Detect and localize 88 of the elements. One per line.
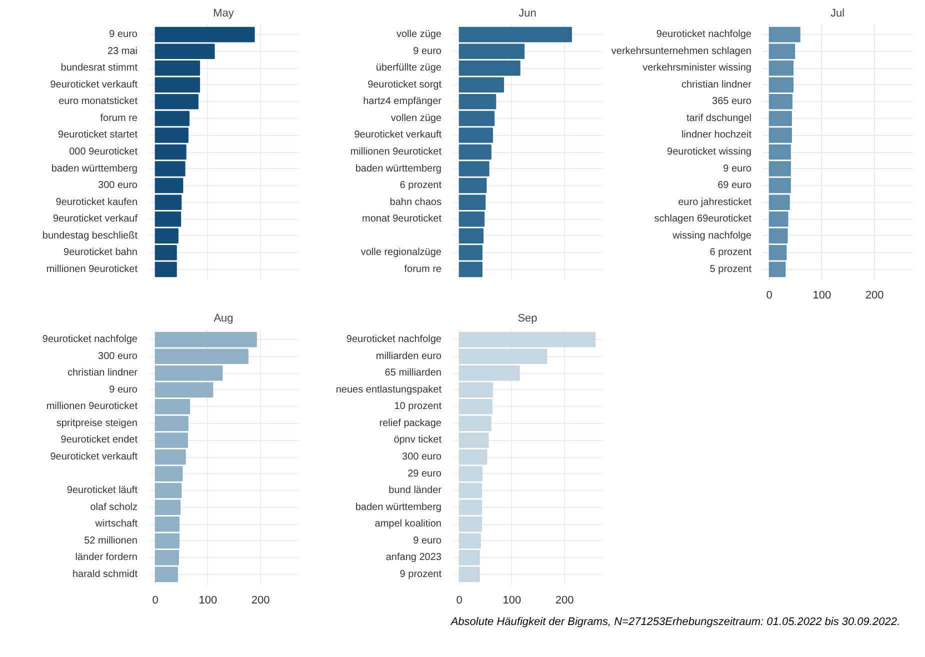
y-tick-label: schlagen 69euroticket xyxy=(654,214,752,225)
y-tick-label: 9euroticket nachfolge xyxy=(346,334,442,346)
y-tick-label: volle züge xyxy=(396,29,442,40)
y-tick-label: 9euroticket verkauf xyxy=(53,214,138,225)
y-tick-label: 300 euro xyxy=(98,350,138,362)
y-tick-label: 9 prozent xyxy=(400,568,442,580)
y-tick-label: baden württemberg xyxy=(51,163,138,174)
y-tick-label: millionen 9euroticket xyxy=(350,146,442,158)
y-tick-label: 9euroticket nachfolge xyxy=(656,29,752,40)
y-tick-label: 9euroticket verkauft xyxy=(50,452,138,462)
y-tick-label: lindner hochzeit xyxy=(681,130,752,141)
y-tick-label: 9 euro xyxy=(413,46,442,57)
y-tick-label: 65 milliarden xyxy=(384,368,442,379)
x-tick-label: 100 xyxy=(198,594,218,606)
y-tick-label: 5 prozent xyxy=(710,264,752,275)
y-tick-label: 9euroticket endet xyxy=(60,434,138,446)
y-tick-label: bund länder xyxy=(388,485,442,496)
y-tick-label: ampel koalition xyxy=(374,518,442,530)
y-tick-label: 9euroticket bahn xyxy=(64,247,138,258)
y-tick-label: 29 euro xyxy=(408,468,442,480)
y-tick-label: christian lindner xyxy=(681,79,752,90)
y-tick-label: 300 euro xyxy=(402,452,442,462)
y-tick-label: millionen 9euroticket xyxy=(46,401,138,412)
y-tick-label: 9euroticket kaufen xyxy=(56,196,138,208)
y-tick-label: wissing nachfolge xyxy=(672,230,752,242)
y-tick-label: bundesrat stimmt xyxy=(60,62,138,74)
y-tick-label: neues entlastungspaket xyxy=(336,384,442,396)
y-tick-label: bahn chaos xyxy=(390,196,442,208)
y-tick-label: olaf scholz xyxy=(90,502,138,513)
y-tick-label: monat 9euroticket xyxy=(362,214,442,225)
y-tick-label: volle regionalzüge xyxy=(360,247,442,258)
y-tick-label: länder fordern xyxy=(75,552,138,564)
y-tick-label: 69 euro xyxy=(718,180,752,192)
y-tick-label: überfüllte züge xyxy=(376,62,442,74)
y-tick-label: 9euroticket startet xyxy=(58,130,138,141)
x-tick-label: 200 xyxy=(555,594,574,606)
text: Absolute Häufigkeit der Bigrams, N=271253Erhebungszeitraum: 01.05.2022 bis 30.09.2022. xyxy=(450,615,900,630)
chart-title: May xyxy=(213,8,234,20)
y-tick-label: 300 euro xyxy=(98,180,138,192)
y-tick-label: euro jahresticket xyxy=(678,196,752,208)
y-tick-label: 9euroticket verkauft xyxy=(50,79,138,90)
x-tick-label: 0 xyxy=(456,594,462,606)
y-tick-label: spritpreise steigen xyxy=(56,418,138,429)
x-tick-label: 200 xyxy=(251,594,270,606)
y-tick-label: euro monatsticket xyxy=(58,96,138,108)
y-tick-label: christian lindner xyxy=(67,368,138,379)
y-tick-label: 6 prozent xyxy=(710,247,752,258)
y-tick-label: forum re xyxy=(100,112,138,124)
y-tick-label: vollen züge xyxy=(390,112,442,124)
y-tick-label: 365 euro xyxy=(712,96,752,108)
y-tick-label: 6 prozent xyxy=(400,180,442,192)
y-tick-label: bundestag beschließt xyxy=(42,230,138,242)
y-tick-label: öpnv ticket xyxy=(394,434,442,446)
y-tick-label: verkehrsminister wissing xyxy=(642,62,752,74)
y-tick-label: 9 euro xyxy=(413,535,442,546)
x-tick-label: 200 xyxy=(865,290,884,302)
y-tick-label: harald schmidt xyxy=(72,568,138,580)
y-tick-label: relief package xyxy=(379,418,442,429)
y-tick-label: verkehrsunternehmen schlagen xyxy=(611,46,752,57)
x-tick-label: 100 xyxy=(502,594,522,606)
y-tick-label: 9euroticket wissing xyxy=(667,146,752,158)
chart-title: Aug xyxy=(214,312,234,324)
x-tick-label: 0 xyxy=(766,290,772,302)
y-tick-label: forum re xyxy=(404,264,442,275)
y-tick-label: baden württemberg xyxy=(355,163,442,174)
y-tick-label: milliarden euro xyxy=(376,350,442,362)
y-tick-label: 9euroticket sorgt xyxy=(368,79,442,90)
y-tick-label: 23 mai xyxy=(107,46,138,57)
y-tick-label: 9 euro xyxy=(109,29,138,40)
y-tick-label: tarif dschungel xyxy=(686,112,752,124)
y-tick-label: 000 9euroticket xyxy=(69,146,138,158)
y-tick-label: hartz4 empfänger xyxy=(363,96,442,108)
y-tick-label: 9euroticket verkauft xyxy=(354,130,442,141)
y-tick-label: millionen 9euroticket xyxy=(46,264,138,275)
y-tick-label: 10 prozent xyxy=(394,401,442,412)
y-tick-label: 9 euro xyxy=(723,163,752,174)
y-tick-label: 9euroticket läuft xyxy=(66,485,138,496)
y-tick-label: anfang 2023 xyxy=(386,552,442,564)
y-tick-label: 52 millionen xyxy=(84,535,138,546)
y-tick-label: 9 euro xyxy=(109,384,138,396)
chart-title: Jun xyxy=(518,8,536,20)
chart-title: Jul xyxy=(830,8,845,20)
x-tick-label: 100 xyxy=(812,290,832,302)
chart-title: Sep xyxy=(518,312,538,324)
x-tick-label: 0 xyxy=(152,594,158,606)
y-tick-label: baden württemberg xyxy=(355,502,442,513)
y-tick-label: 9euroticket nachfolge xyxy=(42,334,138,346)
y-tick-label: wirtschaft xyxy=(94,518,138,530)
